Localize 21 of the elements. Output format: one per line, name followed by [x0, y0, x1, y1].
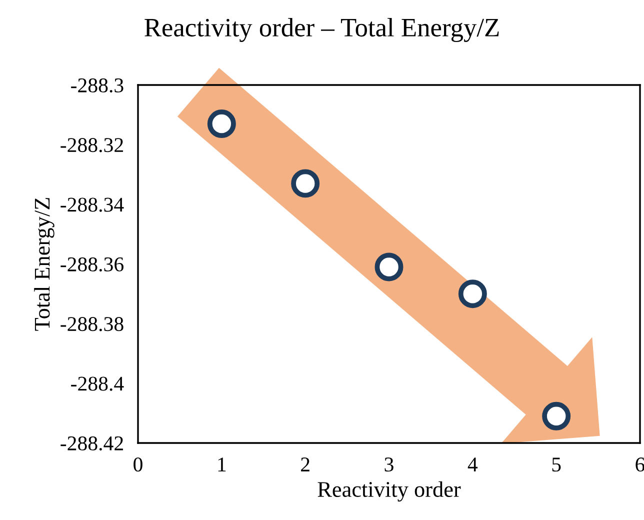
chart-title: Reactivity order – Total Energy/Z [144, 18, 499, 42]
y-axis-title: Total Energy/Z [34, 198, 54, 331]
y-tick-label: -288.36 [60, 257, 124, 272]
x-tick-label: 3 [384, 458, 394, 472]
point [374, 252, 404, 282]
y-tick-label: -288.3 [71, 78, 124, 93]
y-tick-label: -288.38 [60, 317, 124, 332]
y-tick-label: -288.34 [60, 198, 124, 212]
point [207, 110, 236, 138]
x-tick-label: 1 [218, 458, 226, 472]
x-axis-title: Reactivity order [318, 481, 461, 502]
x-tick-label: 0 [134, 457, 142, 472]
point [542, 402, 571, 430]
y-tick-label: -288.32 [60, 138, 123, 152]
x-tick-label: 4 [468, 458, 478, 472]
x-tick-label: 5 [552, 458, 561, 472]
point [291, 169, 320, 198]
y-tick-label: -288.42 [60, 436, 123, 451]
y-tick-label: -288.4 [71, 376, 124, 391]
x-tick-label: 2 [301, 458, 310, 472]
point [458, 280, 487, 308]
